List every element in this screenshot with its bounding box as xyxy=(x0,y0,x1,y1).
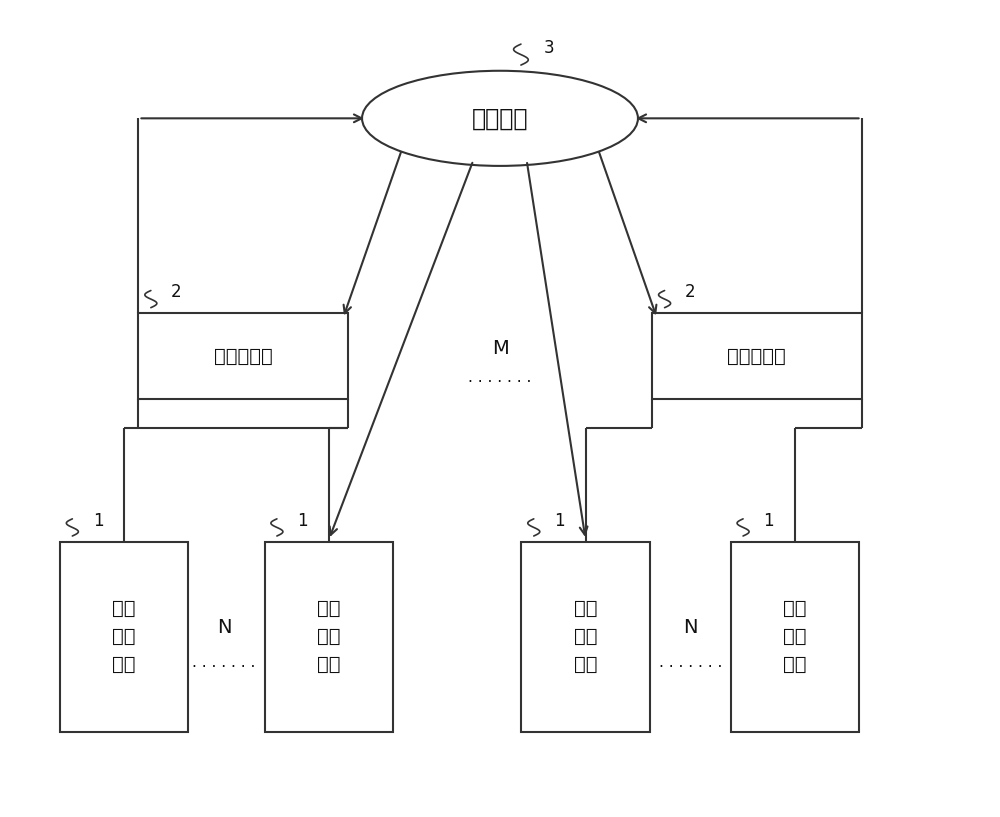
Text: 垃圾回收站: 垃圾回收站 xyxy=(727,346,786,366)
Text: 处理平台: 处理平台 xyxy=(472,106,528,131)
Text: 垃圾
回收
装置: 垃圾 回收 装置 xyxy=(317,600,341,674)
Bar xyxy=(265,542,393,732)
Text: 3: 3 xyxy=(544,39,555,57)
Text: N: N xyxy=(683,618,698,636)
Text: · · · · · · ·: · · · · · · · xyxy=(468,375,532,391)
Text: 1: 1 xyxy=(93,511,103,529)
Text: 垃圾回收站: 垃圾回收站 xyxy=(214,346,273,366)
Bar xyxy=(521,542,650,732)
Text: 2: 2 xyxy=(171,283,182,301)
Text: · · · · · · ·: · · · · · · · xyxy=(192,660,256,675)
Text: M: M xyxy=(492,339,508,358)
Text: 垃圾
回收
装置: 垃圾 回收 装置 xyxy=(574,600,597,674)
Bar xyxy=(60,542,188,732)
Text: · · · · · · ·: · · · · · · · xyxy=(659,660,722,675)
Text: N: N xyxy=(217,618,231,636)
Text: 1: 1 xyxy=(297,511,308,529)
Text: 垃圾
回收
装置: 垃圾 回收 装置 xyxy=(783,600,807,674)
Text: 1: 1 xyxy=(554,511,565,529)
Bar xyxy=(652,314,862,399)
Text: 2: 2 xyxy=(685,283,696,301)
Text: 1: 1 xyxy=(763,511,774,529)
Text: 垃圾
回收
装置: 垃圾 回收 装置 xyxy=(112,600,136,674)
Ellipse shape xyxy=(362,71,638,166)
Bar xyxy=(731,542,859,732)
Bar xyxy=(138,314,348,399)
